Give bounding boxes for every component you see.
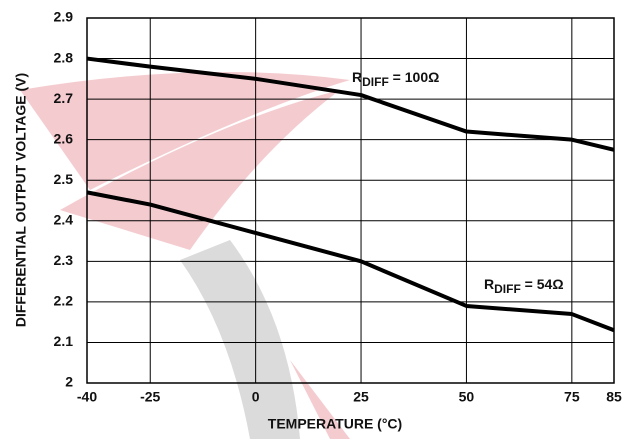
annotation-rest: = 100Ω — [389, 69, 440, 85]
x-tick-label: 0 — [252, 389, 260, 405]
x-tick-label: 25 — [353, 389, 369, 405]
y-tick-label: 2.2 — [54, 293, 74, 309]
y-tick-label: 2.8 — [54, 49, 74, 65]
annotation-sub: DIFF — [362, 75, 389, 89]
y-axis-title: DIFFERENTIAL OUTPUT VOLTAGE (V) — [13, 73, 29, 327]
annotation: RDIFF = 100Ω — [352, 69, 439, 89]
x-axis-title: TEMPERATURE (°C) — [268, 416, 402, 432]
y-tick-label: 2.6 — [54, 130, 74, 146]
annotation-main: R — [484, 276, 494, 292]
x-tick-label: 85 — [606, 389, 622, 405]
y-tick-label: 2.9 — [54, 9, 74, 25]
x-tick-label: -25 — [140, 389, 160, 405]
annotation-rest: = 54Ω — [521, 276, 564, 292]
y-tick-label: 2.5 — [54, 171, 74, 187]
x-tick-label: 75 — [564, 389, 580, 405]
x-tick-label: -40 — [77, 389, 97, 405]
y-tick-label: 2.3 — [54, 252, 74, 268]
y-tick-label: 2 — [65, 374, 73, 390]
annotation-sub: DIFF — [494, 282, 521, 296]
y-tick-label: 2.1 — [54, 333, 74, 349]
y-tick-label: 2.7 — [54, 90, 74, 106]
x-tick-label: 50 — [459, 389, 475, 405]
annotation: RDIFF = 54Ω — [484, 276, 564, 296]
y-tick-label: 2.4 — [54, 211, 74, 227]
annotation-main: R — [352, 69, 362, 85]
chart: DIFFERENTIAL OUTPUT VOLTAGE (V) TEMPERAT… — [0, 0, 636, 439]
